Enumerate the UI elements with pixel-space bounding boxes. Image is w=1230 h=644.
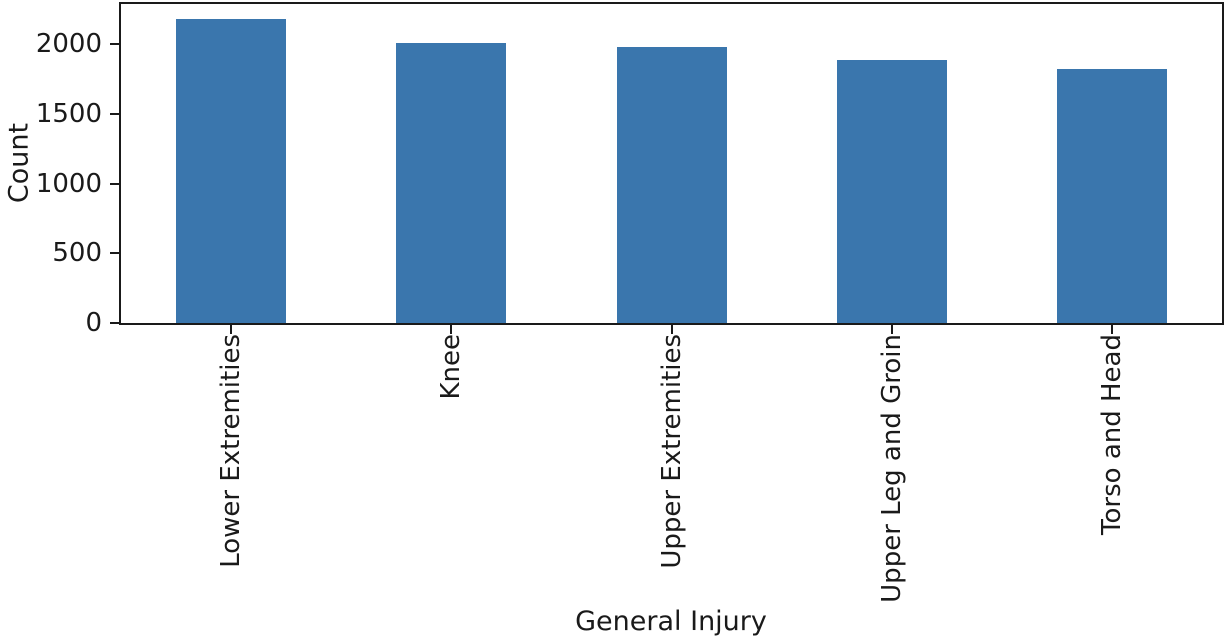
x-tick-mark bbox=[230, 325, 233, 334]
y-tick-mark bbox=[110, 182, 119, 185]
bar bbox=[616, 46, 727, 323]
bars-container bbox=[121, 4, 1222, 323]
x-tick-label: Upper Extremities bbox=[656, 334, 687, 569]
x-tick-mark bbox=[1110, 325, 1113, 334]
y-tick-label: 2000 bbox=[35, 29, 102, 60]
bar bbox=[176, 19, 287, 323]
bar bbox=[396, 43, 507, 323]
plot-area bbox=[119, 2, 1224, 325]
x-tick-label: Upper Leg and Groin bbox=[876, 334, 907, 603]
y-tick-mark bbox=[110, 113, 119, 116]
x-tick-label: Torso and Head bbox=[1096, 334, 1127, 535]
y-tick-mark bbox=[110, 43, 119, 46]
bar bbox=[1056, 68, 1167, 323]
x-tick-label: Knee bbox=[436, 334, 467, 400]
y-tick-label: 0 bbox=[85, 308, 102, 338]
x-tick-mark bbox=[890, 325, 893, 334]
y-tick-mark bbox=[110, 252, 119, 255]
y-tick-label: 1000 bbox=[35, 168, 102, 199]
y-tick-label: 500 bbox=[52, 238, 102, 269]
x-tick-mark bbox=[450, 325, 453, 334]
bar bbox=[836, 60, 947, 323]
x-tick-mark bbox=[670, 325, 673, 334]
y-tick-label: 1500 bbox=[35, 99, 102, 130]
x-axis-label: General Injury bbox=[575, 606, 767, 637]
y-tick-mark bbox=[110, 322, 119, 324]
x-tick-label: Lower Extremities bbox=[216, 334, 247, 568]
